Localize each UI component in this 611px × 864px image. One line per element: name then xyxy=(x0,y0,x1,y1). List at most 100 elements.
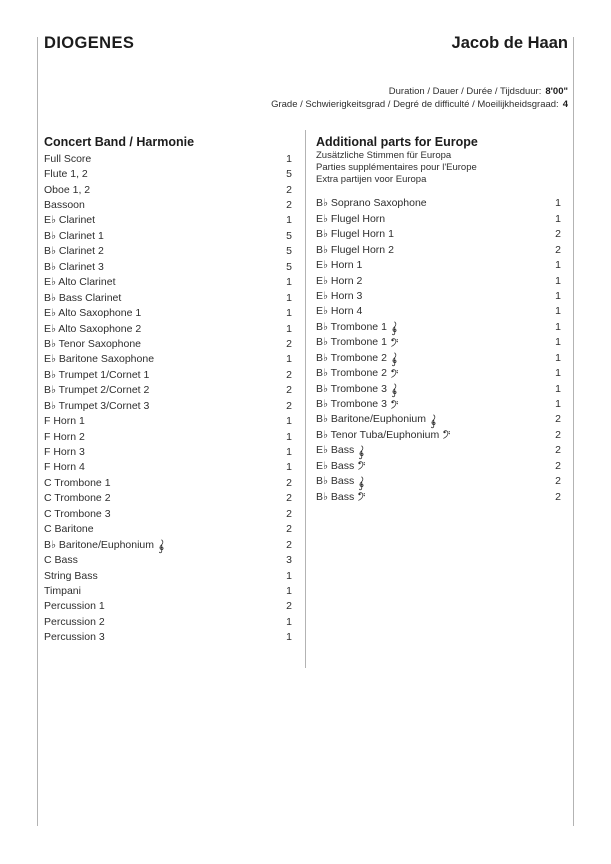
part-quantity: 1 xyxy=(555,367,561,380)
part-quantity: 1 xyxy=(286,631,292,644)
bass-clef-icon xyxy=(391,399,398,409)
part-row: C Bass 3 xyxy=(44,552,292,567)
part-row: B♭ Baritone/Euphonium 2 xyxy=(316,412,561,429)
part-row: F Horn 3 1 xyxy=(44,444,292,459)
part-name: Percussion 1 xyxy=(44,600,105,613)
part-name: String Bass xyxy=(44,569,98,582)
part-row: E♭ Bass 2 xyxy=(316,458,561,473)
part-name: E♭ Baritone Saxophone xyxy=(44,353,155,366)
part-row: E♭ Flugel Horn 1 xyxy=(316,211,561,226)
subheading-dutch: Extra partijen voor Europa xyxy=(316,174,427,186)
section-heading: Concert Band / Harmonie xyxy=(44,135,195,149)
duration-value: 8'00" xyxy=(545,86,568,97)
part-name: E♭ Clarinet xyxy=(44,214,96,227)
part-quantity: 2 xyxy=(286,476,292,489)
part-name: F Horn 1 xyxy=(44,415,85,428)
part-row: F Horn 1 1 xyxy=(44,413,292,428)
left-page-rule xyxy=(37,37,38,826)
additional-parts-section: Additional parts for Europe Zusätzliche … xyxy=(316,134,561,504)
part-name: B♭ Soprano Saxophone xyxy=(316,197,427,210)
part-quantity: 1 xyxy=(555,382,561,395)
part-name: Timpani xyxy=(44,584,81,597)
part-row: B♭ Bass 2 xyxy=(316,489,561,504)
part-quantity: 2 xyxy=(286,523,292,536)
part-quantity: 1 xyxy=(555,197,561,210)
part-quantity: 1 xyxy=(286,152,292,165)
composer-name: Jacob de Haan xyxy=(451,34,568,52)
part-name: B♭ Trombone 1 xyxy=(316,320,387,333)
part-quantity: 2 xyxy=(286,492,292,505)
part-row: E♭ Alto Saxophone 2 1 xyxy=(44,321,292,336)
part-name: B♭ Flugel Horn 2 xyxy=(316,243,394,256)
part-quantity: 1 xyxy=(286,291,292,304)
part-name: B♭ Baritone/Euphonium xyxy=(316,413,427,426)
part-name: B♭ Trumpet 3/Cornet 3 xyxy=(44,399,150,412)
part-row: B♭ Clarinet 3 5 xyxy=(44,259,292,274)
part-name: F Horn 3 xyxy=(44,446,85,459)
part-row: Oboe 1, 2 2 xyxy=(44,182,292,197)
right-page-rule xyxy=(573,37,574,826)
part-name: B♭ Bass xyxy=(316,490,355,503)
treble-clef-icon xyxy=(158,539,165,554)
part-quantity: 1 xyxy=(555,289,561,302)
part-row: E♭ Bass 2 xyxy=(316,443,561,459)
part-quantity: 2 xyxy=(555,459,561,472)
part-name: E♭ Bass xyxy=(316,444,355,457)
part-quantity: 2 xyxy=(555,413,561,426)
part-row: Bassoon 2 xyxy=(44,197,292,212)
part-name: B♭ Trombone 2 xyxy=(316,351,387,364)
section-heading: Additional parts for Europe xyxy=(316,135,478,149)
part-quantity: 2 xyxy=(286,600,292,613)
part-name: F Horn 2 xyxy=(44,430,85,443)
part-quantity: 1 xyxy=(286,322,292,335)
grade-value: 4 xyxy=(562,99,568,110)
part-name: F Horn 4 xyxy=(44,461,85,474)
part-name: C Baritone xyxy=(44,523,94,536)
part-name: B♭ Trombone 3 xyxy=(316,398,387,411)
part-name: B♭ Trombone 1 xyxy=(316,336,387,349)
bass-clef-icon xyxy=(443,430,451,440)
part-name: C Bass xyxy=(44,554,78,567)
part-list: B♭ Soprano Saxophone 1 E♭ Flugel Horn 1 B♭ F… xyxy=(316,196,561,505)
part-row: C Trombone 3 2 xyxy=(44,506,292,521)
part-name: B♭ Clarinet 1 xyxy=(44,229,104,242)
part-quantity: 1 xyxy=(555,212,561,225)
part-row: E♭ Horn 3 1 xyxy=(316,288,561,303)
part-list: Full Score 1 Flute 1, 2 5 Oboe 1, 2 2 Bassoon 2… xyxy=(44,151,292,645)
part-name: B♭ Trumpet 2/Cornet 2 xyxy=(44,384,150,397)
part-row: C Trombone 1 2 xyxy=(44,475,292,490)
part-row: B♭ Bass 2 xyxy=(316,473,561,490)
grade-line: Grade / Schwierigkeitsgrad / Degré de di… xyxy=(271,98,568,111)
duration-line: Duration / Dauer / Durée / Tijdsduur: 8'0… xyxy=(271,85,568,98)
bass-clef-icon xyxy=(391,338,398,347)
part-name: B♭ Bass Clarinet xyxy=(44,291,122,304)
part-name: B♭ Tenor Saxophone xyxy=(44,337,141,350)
part-name: B♭ Trumpet 1/Cornet 1 xyxy=(44,368,150,381)
part-name: Percussion 2 xyxy=(44,615,105,628)
part-quantity: 2 xyxy=(286,538,292,551)
treble-clef-icon xyxy=(391,383,398,398)
subheading-german: Zusätzliche Stimmen für Europa xyxy=(316,150,452,161)
part-row: B♭ Trombone 2 1 xyxy=(316,365,561,380)
part-quantity: 1 xyxy=(555,259,561,272)
part-quantity: 1 xyxy=(555,320,561,333)
part-row: B♭ Flugel Horn 2 2 xyxy=(316,242,561,257)
part-row: F Horn 4 1 xyxy=(44,460,292,475)
part-quantity: 2 xyxy=(286,368,292,381)
part-quantity: 2 xyxy=(555,228,561,241)
part-row: B♭ Trumpet 3/Cornet 3 2 xyxy=(44,398,292,413)
part-row: B♭ Soprano Saxophone 1 xyxy=(316,196,561,211)
part-name: Percussion 3 xyxy=(44,631,105,644)
part-quantity: 2 xyxy=(555,243,561,256)
part-row: B♭ Trumpet 1/Cornet 1 2 xyxy=(44,367,292,382)
part-quantity: 1 xyxy=(555,336,561,349)
part-name: B♭ Tenor Tuba/Euphonium xyxy=(316,428,440,441)
concert-band-section: Concert Band / Harmonie Full Score 1 Flute… xyxy=(44,134,292,645)
treble-clef-icon xyxy=(391,352,398,367)
part-name: B♭ Flugel Horn 1 xyxy=(316,228,394,241)
part-name: Bassoon xyxy=(44,199,85,212)
part-name: C Trombone 2 xyxy=(44,492,111,505)
part-quantity: 2 xyxy=(555,444,561,457)
part-row: B♭ Tenor Saxophone 2 xyxy=(44,336,292,351)
part-name: E♭ Alto Saxophone 2 xyxy=(44,322,142,335)
